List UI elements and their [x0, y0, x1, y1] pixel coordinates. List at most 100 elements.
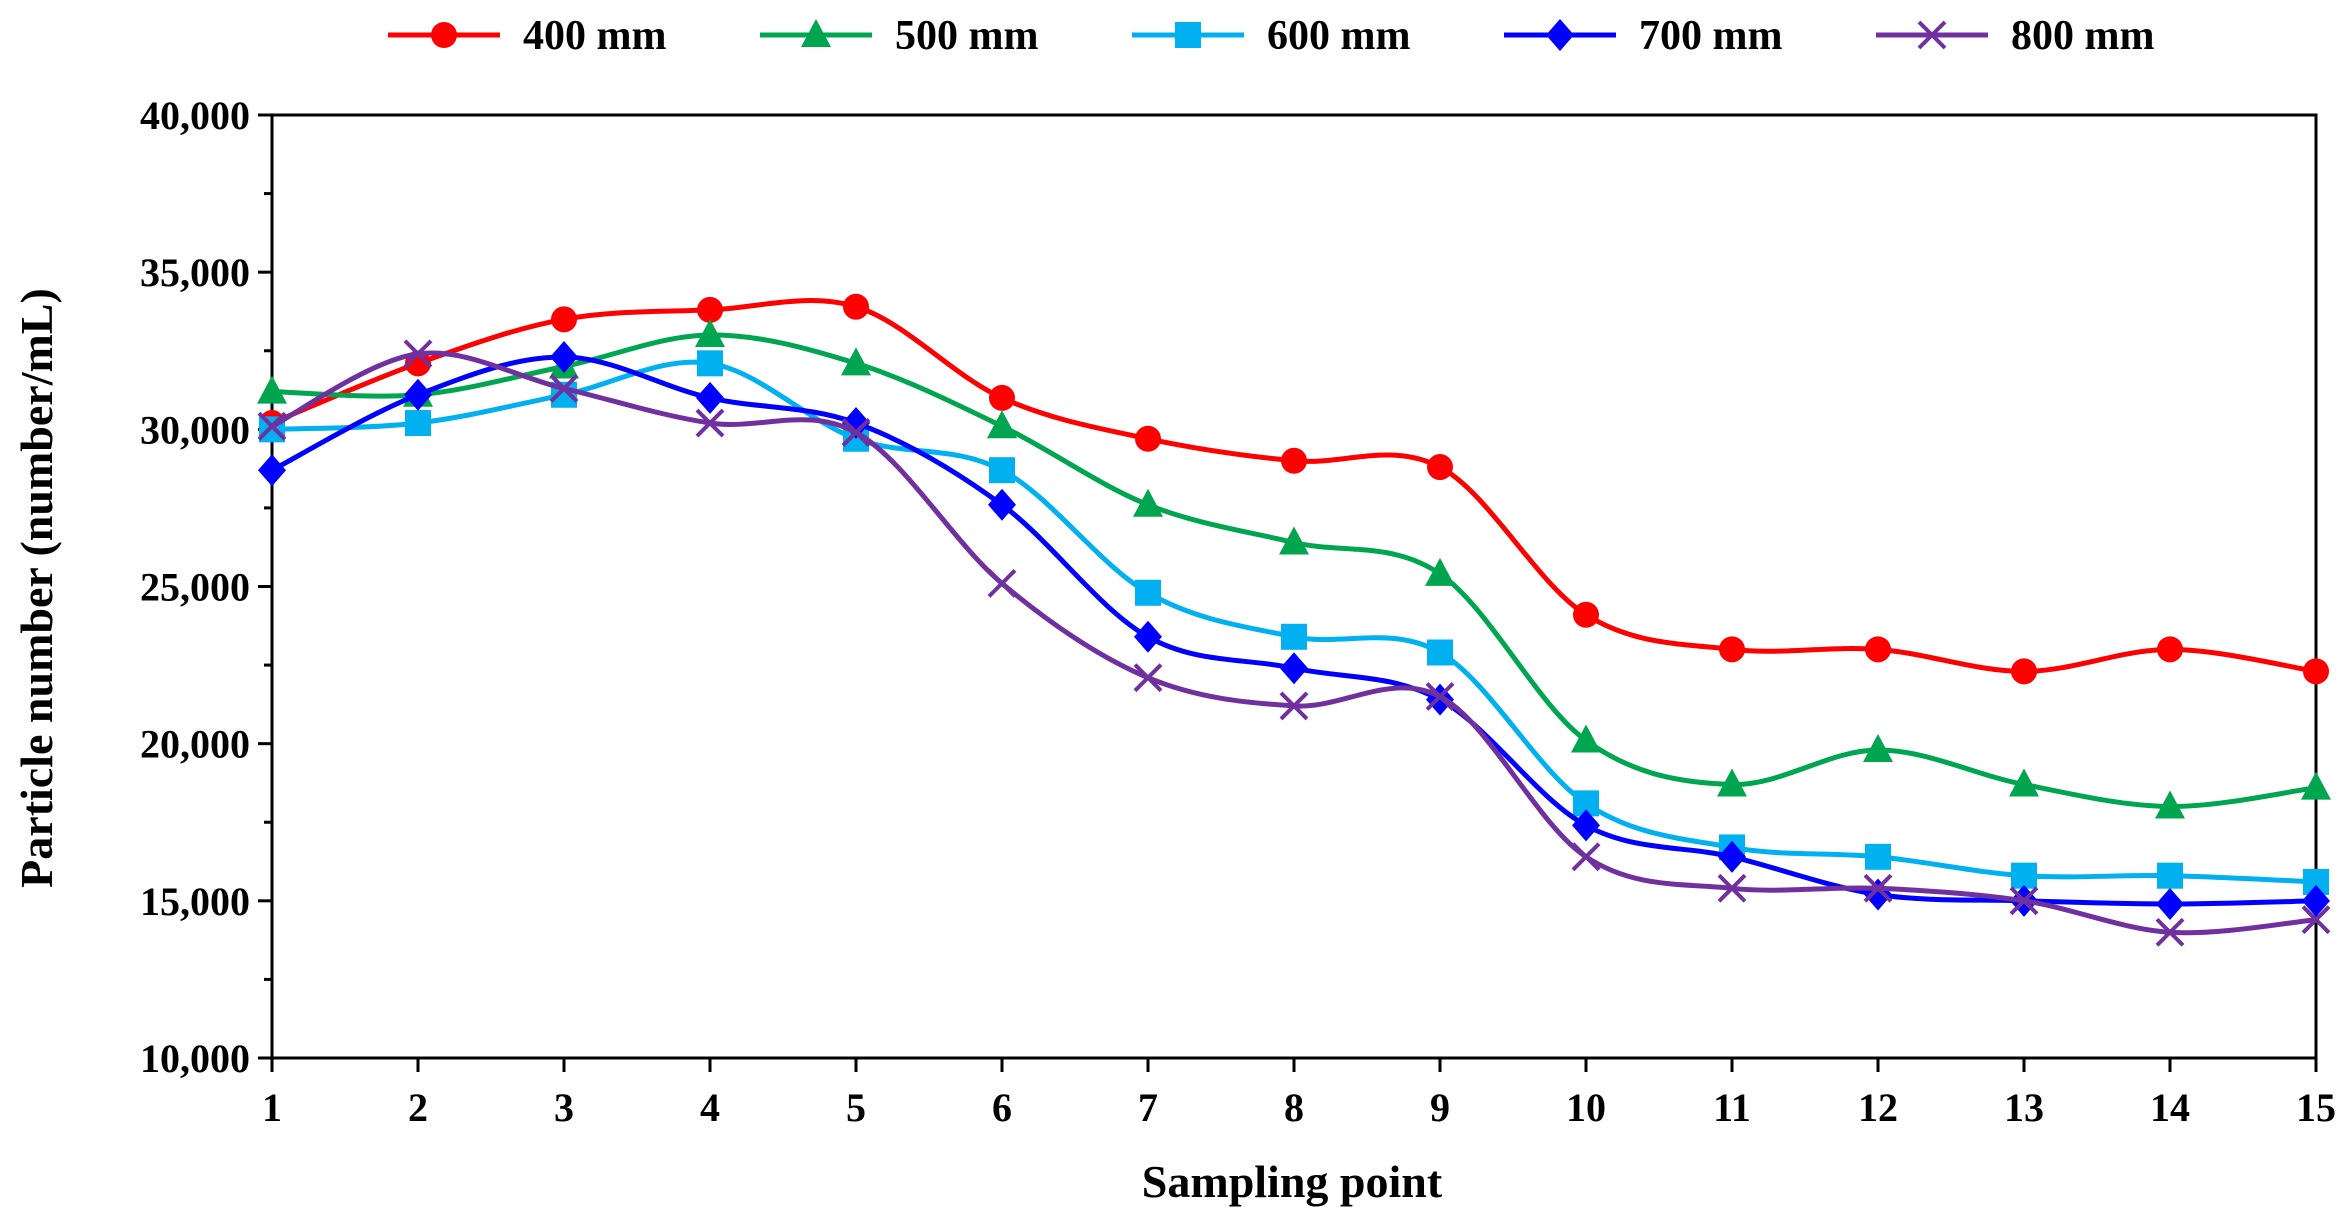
x-tick-label: 14: [2150, 1085, 2190, 1130]
legend-item: 500 mm: [760, 13, 1038, 59]
x-tick-label: 3: [554, 1085, 574, 1130]
series-line: [271, 359, 2317, 885]
series-800-mm: [257, 339, 2331, 947]
legend-item: 700 mm: [1504, 13, 1782, 59]
data-point: [1573, 601, 1599, 628]
data-point: [989, 384, 1015, 411]
series-700-mm: [258, 341, 2330, 920]
data-point: [1279, 526, 1309, 555]
data-point: [1719, 636, 1745, 663]
y-tick-label: 20,000: [140, 722, 250, 767]
data-point: [1863, 733, 1893, 762]
data-point: [2155, 790, 2185, 819]
legend-label: 500 mm: [895, 13, 1038, 59]
data-point: [1135, 425, 1161, 452]
legend-label: 800 mm: [2011, 13, 2154, 59]
data-point: [2011, 658, 2037, 685]
data-point: [1717, 873, 1747, 903]
y-tick-label: 35,000: [140, 250, 250, 295]
y-tick-label: 10,000: [140, 1036, 250, 1081]
x-tick-label: 8: [1284, 1085, 1304, 1130]
data-point: [843, 293, 869, 320]
axes: 10,000 15,000 20,000 25,000 30,000 35,000 40,0…: [140, 93, 2336, 1130]
data-point: [1427, 639, 1453, 666]
data-point: [1281, 623, 1307, 650]
y-tick-label: 30,000: [140, 407, 250, 452]
data-point: [2155, 917, 2185, 947]
data-point: [1279, 691, 1309, 721]
data-point: [695, 408, 725, 438]
data-point: [1134, 620, 1162, 653]
data-point: [1865, 843, 1891, 870]
data-point: [696, 381, 724, 414]
x-tick-label: 11: [1713, 1085, 1751, 1130]
data-point: [695, 319, 725, 348]
legend-marker: [1917, 20, 1947, 50]
x-tick-label: 5: [846, 1085, 866, 1130]
data-point: [2011, 862, 2037, 889]
legend-label: 700 mm: [1639, 13, 1782, 59]
legend: 400 mm 500 mm 600 mm 700 mm 800 mm: [388, 13, 2154, 59]
data-point: [2009, 886, 2039, 916]
data-point: [1864, 878, 1892, 911]
x-tick-label: 12: [1858, 1085, 1898, 1130]
data-point: [987, 568, 1017, 598]
data-point: [2157, 862, 2183, 889]
x-tick-label: 9: [1430, 1085, 1450, 1130]
data-point: [841, 418, 871, 447]
legend-label: 600 mm: [1267, 13, 1410, 59]
data-point: [403, 339, 433, 369]
legend-marker: [1546, 19, 1574, 51]
data-point: [987, 410, 1017, 439]
data-point: [1425, 682, 1455, 711]
y-tick-label: 40,000: [140, 93, 250, 138]
data-point: [2301, 771, 2331, 800]
data-point: [2302, 884, 2330, 917]
data-point: [1863, 873, 1893, 903]
data-point: [1133, 488, 1163, 517]
data-point: [1717, 768, 1747, 797]
legend-item: 800 mm: [1876, 13, 2154, 59]
data-point: [988, 488, 1016, 521]
data-point: [1865, 636, 1891, 663]
data-point: [549, 374, 579, 403]
data-point: [551, 306, 577, 333]
data-point: [1135, 579, 1161, 606]
data-point: [550, 341, 578, 374]
data-point: [257, 411, 287, 441]
data-point: [989, 457, 1015, 484]
plot-frame: [270, 113, 2318, 1060]
data-point: [841, 347, 871, 376]
x-tick-label: 1: [262, 1085, 282, 1130]
x-tick-label: 13: [2004, 1085, 2044, 1130]
y-axis-label: Particle number (number/mL): [11, 288, 62, 888]
x-tick-label: 7: [1138, 1085, 1158, 1130]
data-point: [1281, 447, 1307, 474]
data-point: [1571, 842, 1601, 872]
legend-item: 600 mm: [1132, 13, 1410, 59]
data-point: [697, 296, 723, 323]
x-tick-label: 15: [2296, 1085, 2336, 1130]
data-point: [2009, 768, 2039, 797]
legend-item: 400 mm: [388, 13, 666, 59]
legend-marker: [431, 22, 457, 48]
y-tick-label: 15,000: [140, 879, 250, 924]
x-tick-label: 4: [700, 1085, 720, 1130]
data-point: [405, 410, 431, 437]
x-tick-label: 2: [408, 1085, 428, 1130]
x-tick-label: 6: [992, 1085, 1012, 1130]
data-point: [2157, 636, 2183, 663]
data-point: [1571, 724, 1601, 753]
legend-marker: [801, 19, 831, 47]
data-point: [258, 454, 286, 487]
data-point: [1427, 454, 1453, 481]
y-tick-label: 25,000: [140, 565, 250, 610]
series-line: [271, 332, 2317, 810]
legend-marker: [1175, 22, 1201, 48]
data-point: [697, 350, 723, 377]
data-point: [1280, 652, 1308, 685]
data-point: [2303, 658, 2329, 685]
legend-label: 400 mm: [523, 13, 666, 59]
data-point: [257, 375, 287, 404]
